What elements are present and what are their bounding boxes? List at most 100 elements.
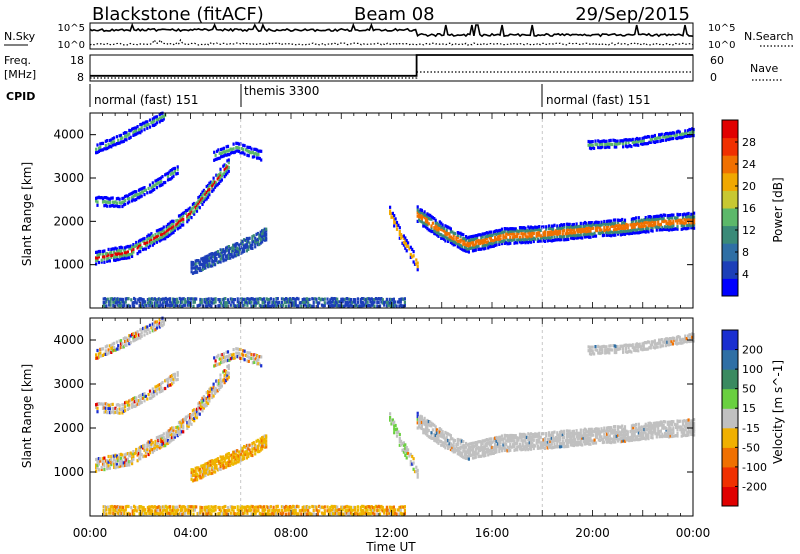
power-cell xyxy=(251,240,254,244)
velocity-cell xyxy=(251,361,254,365)
power-cell xyxy=(470,241,473,245)
velocity-cell xyxy=(166,511,169,515)
power-cell xyxy=(452,231,455,235)
velocity-cell xyxy=(659,420,662,424)
power-cell xyxy=(669,134,672,138)
power-cell xyxy=(133,244,136,248)
velocity-cell xyxy=(563,435,566,439)
power-cell xyxy=(581,236,584,240)
power-cell xyxy=(604,223,607,227)
power-cell xyxy=(692,127,695,132)
power-cell xyxy=(197,205,200,209)
power-cell xyxy=(105,298,108,302)
power-cell xyxy=(122,254,125,258)
power-cell xyxy=(460,245,463,249)
velocity-cell xyxy=(169,374,172,379)
power-cell xyxy=(157,177,160,182)
velocity-cell xyxy=(198,467,201,472)
velocity-cell xyxy=(603,428,606,433)
power-cell xyxy=(670,221,674,225)
velocity-cell xyxy=(625,438,628,442)
velocity-cell xyxy=(162,432,165,436)
velocity-cell xyxy=(155,388,158,392)
velocity-cell xyxy=(686,419,689,423)
power-cell xyxy=(219,176,222,180)
velocity-cell xyxy=(150,442,153,446)
velocity-cell xyxy=(397,430,400,434)
velocity-cell xyxy=(166,432,170,436)
power-cell xyxy=(222,154,225,158)
velocity-cell xyxy=(222,460,225,465)
velocity-cell xyxy=(247,444,250,448)
power-cell xyxy=(637,143,640,147)
power-cell xyxy=(587,143,590,147)
power-cell xyxy=(412,254,415,258)
velocity-cell xyxy=(125,336,128,340)
power-cell xyxy=(536,239,539,243)
power-cell xyxy=(207,263,210,267)
velocity-cell xyxy=(680,341,683,345)
power-cell xyxy=(171,303,174,307)
power-cell xyxy=(644,224,647,228)
power-cell xyxy=(575,228,578,232)
power-cell xyxy=(430,215,433,219)
velocity-cell xyxy=(245,443,248,448)
velocity-cell xyxy=(434,428,437,432)
power-cell xyxy=(229,253,232,257)
velocity-cell xyxy=(621,439,624,443)
power-cell xyxy=(207,183,210,188)
power-cell xyxy=(420,217,423,221)
power-cell xyxy=(193,297,196,301)
power-cell xyxy=(453,232,457,236)
power-cell xyxy=(604,228,607,233)
velocity-cell xyxy=(568,438,571,442)
power-cell xyxy=(484,243,487,248)
velocity-cell xyxy=(615,348,618,352)
power-cell xyxy=(128,197,131,201)
power-cell xyxy=(264,300,267,304)
power-cell xyxy=(103,249,106,253)
velocity-cell xyxy=(249,450,253,455)
power-cell xyxy=(224,173,228,177)
power-cell xyxy=(171,222,174,226)
power-cell xyxy=(198,260,201,264)
power-cell xyxy=(132,198,135,202)
velocity-cell xyxy=(226,371,229,375)
velocity-cell xyxy=(202,471,206,475)
velocity-cell xyxy=(523,445,526,449)
power-cell xyxy=(590,221,593,225)
power-cell xyxy=(126,133,129,137)
power-cell xyxy=(362,301,365,305)
velocity-cell xyxy=(541,441,544,445)
power-cell xyxy=(160,232,163,237)
power-cell xyxy=(528,234,531,238)
power-cell xyxy=(144,241,147,246)
power-cell xyxy=(652,218,656,222)
velocity-cell xyxy=(124,463,127,467)
velocity-cell xyxy=(529,444,533,449)
power-cell xyxy=(315,297,318,301)
velocity-cell xyxy=(422,421,425,425)
power-cell xyxy=(433,231,436,236)
power-cell xyxy=(619,218,622,223)
velocity-cell xyxy=(229,353,232,357)
velocity-cell xyxy=(224,359,227,363)
cpid-mode-3: normal (fast) 151 xyxy=(546,93,650,107)
power-cell xyxy=(166,228,170,232)
power-cell xyxy=(107,145,110,150)
power-cell xyxy=(507,227,510,231)
velocity-cell xyxy=(233,450,236,454)
power-cell xyxy=(557,238,560,242)
velocity-cell xyxy=(603,426,606,430)
velocity-cell xyxy=(104,345,107,349)
velocity-cell xyxy=(688,421,692,426)
power-cell xyxy=(377,300,380,304)
power-cell xyxy=(480,247,483,251)
power-cell xyxy=(441,223,444,227)
velocity-cell xyxy=(160,439,163,443)
velocity-cell xyxy=(104,410,107,414)
velocity-cell xyxy=(201,473,204,477)
velocity-cell xyxy=(634,343,637,347)
velocity-cell xyxy=(108,344,111,348)
velocity-cell xyxy=(207,470,210,474)
